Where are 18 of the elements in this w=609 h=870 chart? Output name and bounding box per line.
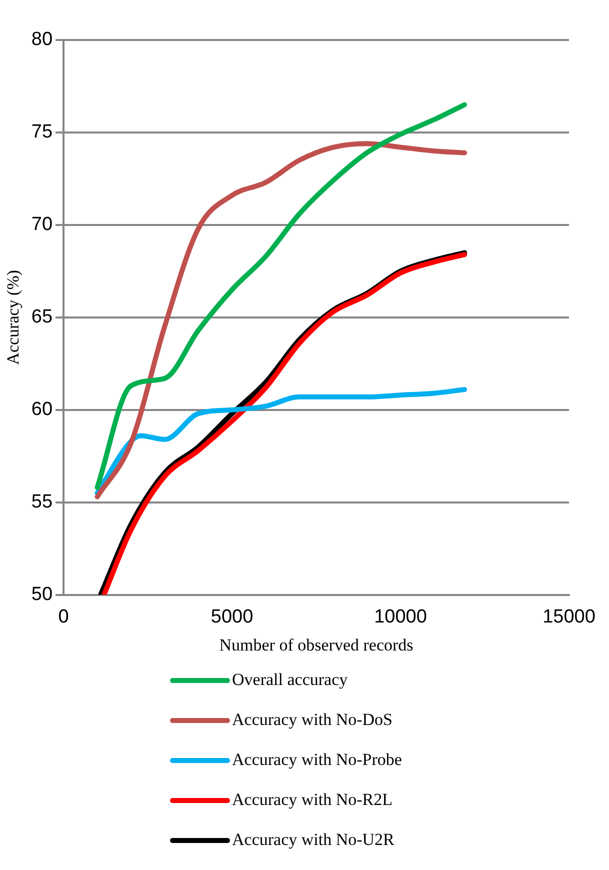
y-tick-label: 55 (31, 492, 53, 513)
x-axis-title: Number of observed records (219, 635, 414, 654)
y-tick-label: 75 (31, 122, 53, 143)
legend-label: Accuracy with No-Probe (232, 750, 402, 770)
x-tick-label: 5000 (210, 606, 254, 628)
y-axis-title: Accuracy (%) (4, 270, 23, 365)
y-tick-label: 65 (31, 306, 53, 328)
legend-label: Accuracy with No-R2L (232, 790, 393, 810)
x-tick-label: 15000 (542, 606, 596, 628)
legend-label: Accuracy with No-U2R (232, 830, 394, 850)
legend-label: Accuracy with No-DoS (232, 710, 393, 730)
y-tick-label: 70 (31, 214, 53, 236)
y-tick-label: 80 (31, 29, 53, 50)
x-tick-label: 0 (58, 606, 69, 628)
x-tick-label: 10000 (374, 606, 427, 628)
y-tick-label: 50 (31, 584, 53, 606)
y-tick-label: 60 (31, 399, 53, 420)
legend-label: Overall accuracy (232, 670, 348, 690)
